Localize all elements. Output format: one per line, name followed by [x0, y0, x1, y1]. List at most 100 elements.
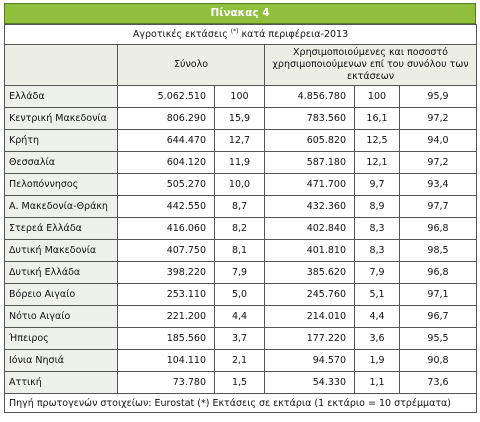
- table-cell: 442.550: [117, 195, 215, 218]
- row-label: Δυτική Μακεδονία: [4, 239, 118, 262]
- table-cell: 432.360: [264, 195, 355, 218]
- table-cell: 1,5: [214, 371, 265, 394]
- table-cell: 385.620: [264, 261, 355, 284]
- row-label: Ιόνια Νησιά: [4, 349, 118, 372]
- table-container: Πίνακας 4 Αγροτικές εκτάσεις (*) κατά πε…: [3, 3, 478, 413]
- row-label: Ήπειρος: [4, 327, 118, 350]
- table-cell: 8,3: [354, 217, 400, 240]
- table-cell: 221.200: [117, 305, 215, 328]
- title-suffix: κατά περιφέρεια-2013: [241, 29, 349, 41]
- table-cell: 401.810: [264, 239, 355, 262]
- table-cell: 100: [354, 85, 400, 108]
- row-label: Αττική: [4, 371, 118, 394]
- table-cell: 605.820: [264, 129, 355, 152]
- row-label: Ελλάδα: [4, 85, 118, 108]
- table-cell: 185.560: [117, 327, 215, 350]
- table-row: Ελλάδα 5.062.510 100 4.856.780 100 95,9: [4, 85, 478, 108]
- table-cell: 407.750: [117, 239, 215, 262]
- table-cell: 783.560: [264, 107, 355, 130]
- table-cell: 398.220: [117, 261, 215, 284]
- row-label: Α. Μακεδονία-Θράκη: [4, 195, 118, 218]
- table-cell: 98,5: [398, 239, 478, 262]
- table-cell: 177.220: [264, 327, 355, 350]
- table-cell: 10,0: [214, 173, 265, 196]
- table-cell: 4,4: [214, 305, 265, 328]
- table-cell: 253.110: [117, 283, 215, 306]
- table-cell: 8,2: [214, 217, 265, 240]
- table-cell: 12,1: [354, 151, 400, 174]
- table-cell: 94,0: [398, 129, 478, 152]
- table-cell: 587.180: [264, 151, 355, 174]
- table-cell: 402.840: [264, 217, 355, 240]
- table-cell: 7,9: [214, 261, 265, 284]
- table-cell: 90,8: [398, 349, 478, 372]
- table-row: Κρήτη 644.470 12,7 605.820 12,5 94,0: [4, 129, 478, 152]
- row-label: Δυτική Ελλάδα: [4, 261, 118, 284]
- table-cell: 3,7: [214, 327, 265, 350]
- table-cell: 7,9: [354, 261, 400, 284]
- table-cell: 11,9: [214, 151, 265, 174]
- title-row: Αγροτικές εκτάσεις (*) κατά περιφέρεια-2…: [3, 24, 478, 45]
- table-row: Στερεά Ελλάδα 416.060 8,2 402.840 8,3 96,8: [4, 217, 478, 240]
- table-cell: 2,1: [214, 349, 265, 372]
- title-text: Αγροτικές εκτάσεις: [132, 29, 228, 41]
- table-cell: 9,7: [354, 173, 400, 196]
- table-cell: 97,1: [398, 283, 478, 306]
- table-row: Αττική 73.780 1,5 54.330 1,1 73,6: [4, 371, 478, 394]
- row-label: Στερεά Ελλάδα: [4, 217, 118, 240]
- footer-row: Πηγή πρωτογενών στοιχείων: Eurostat (*) …: [3, 393, 478, 413]
- title-superscript: (*): [230, 28, 239, 36]
- table-label: Πίνακας 4: [4, 3, 476, 24]
- table-cell: 16,1: [354, 107, 400, 130]
- table-cell: 100: [214, 85, 265, 108]
- table-cell: 15,9: [214, 107, 265, 130]
- table-title: Αγροτικές εκτάσεις (*) κατά περιφέρεια-2…: [3, 24, 478, 45]
- table-row: Πελοπόννησος 505.270 10,0 471.700 9,7 93,4: [4, 173, 478, 196]
- header-row: Σύνολο Χρησιμοποιούμενες και ποσοστό χρη…: [4, 44, 478, 86]
- table-body: Αγροτικές εκτάσεις (*) κατά περιφέρεια-2…: [3, 24, 478, 413]
- table-row: Κεντρική Μακεδονία 806.290 15,9 783.560 16,1…: [4, 107, 478, 130]
- row-label: Νότιο Αιγαίο: [4, 305, 118, 328]
- table-cell: 644.470: [117, 129, 215, 152]
- table-cell: 3,6: [354, 327, 400, 350]
- table-cell: 97,7: [398, 195, 478, 218]
- row-label: Θεσσαλία: [4, 151, 118, 174]
- table-cell: 806.290: [117, 107, 215, 130]
- table-cell: 1,1: [354, 371, 400, 394]
- table-row: Ιόνια Νησιά 104.110 2,1 94.570 1,9 90,8: [4, 349, 478, 372]
- table-footer: Πηγή πρωτογενών στοιχείων: Eurostat (*) …: [3, 393, 478, 413]
- table-cell: 97,2: [398, 151, 478, 174]
- table-cell: 4.856.780: [264, 85, 355, 108]
- row-label: Πελοπόννησος: [4, 173, 118, 196]
- table-cell: 505.270: [117, 173, 215, 196]
- table-cell: 54.330: [264, 371, 355, 394]
- table-row: Ήπειρος 185.560 3,7 177.220 3,6 95,5: [4, 327, 478, 350]
- table-row: Βόρειο Αιγαίο 253.110 5,0 245.760 5,1 97,1: [4, 283, 478, 306]
- table-cell: 73.780: [117, 371, 215, 394]
- table-row: Α. Μακεδονία-Θράκη 442.550 8,7 432.360 8,9 97…: [4, 195, 478, 218]
- table-cell: 95,5: [398, 327, 478, 350]
- table-cell: 12,7: [214, 129, 265, 152]
- table-cell: 1,9: [354, 349, 400, 372]
- table-cell: 93,4: [398, 173, 478, 196]
- table-row: Δυτική Ελλάδα 398.220 7,9 385.620 7,9 96,8: [4, 261, 478, 284]
- table-cell: 4,4: [354, 305, 400, 328]
- table-cell: 471.700: [264, 173, 355, 196]
- header-cell: [4, 44, 118, 86]
- table-cell: 96,7: [398, 305, 478, 328]
- row-label: Κρήτη: [4, 129, 118, 152]
- table-cell: 604.120: [117, 151, 215, 174]
- table-cell: 5.062.510: [117, 85, 215, 108]
- table-cell: 104.110: [117, 349, 215, 372]
- table-cell: 8,7: [214, 195, 265, 218]
- table-cell: 96,8: [398, 261, 478, 284]
- table-cell: 8,3: [354, 239, 400, 262]
- header-cell: Χρησιμοποιούμενες και ποσοστό χρησιμοποι…: [263, 44, 478, 86]
- table-cell: 8,1: [214, 239, 265, 262]
- row-label: Βόρειο Αιγαίο: [4, 283, 118, 306]
- table-cell: 94.570: [264, 349, 355, 372]
- table-cell: 214.010: [264, 305, 355, 328]
- table-cell: 245.760: [264, 283, 355, 306]
- table-cell: 12,5: [354, 129, 400, 152]
